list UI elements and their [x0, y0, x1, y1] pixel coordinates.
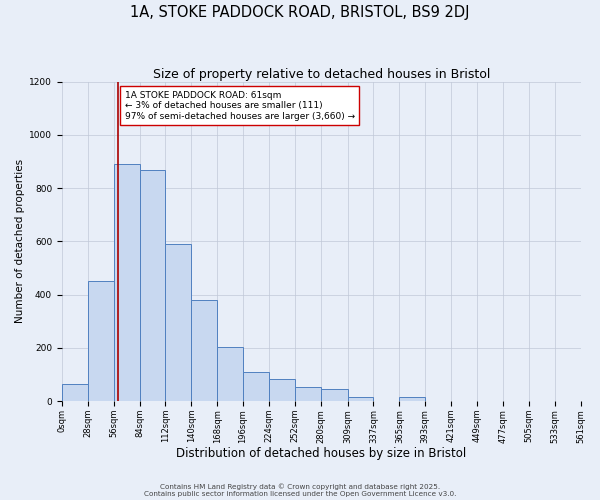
Y-axis label: Number of detached properties: Number of detached properties	[15, 160, 25, 324]
Text: Contains public sector information licensed under the Open Government Licence v3: Contains public sector information licen…	[144, 491, 456, 497]
Bar	[347, 397, 373, 401]
Bar	[217, 346, 243, 401]
Bar	[243, 372, 269, 401]
Text: 1A, STOKE PADDOCK ROAD, BRISTOL, BS9 2DJ: 1A, STOKE PADDOCK ROAD, BRISTOL, BS9 2DJ	[130, 5, 470, 20]
Bar	[321, 389, 347, 401]
Title: Size of property relative to detached houses in Bristol: Size of property relative to detached ho…	[152, 68, 490, 80]
Bar	[113, 164, 140, 401]
Text: 1A STOKE PADDOCK ROAD: 61sqm
← 3% of detached houses are smaller (111)
97% of se: 1A STOKE PADDOCK ROAD: 61sqm ← 3% of det…	[125, 91, 355, 121]
Bar	[62, 384, 88, 401]
Bar	[166, 244, 191, 401]
Bar	[400, 397, 425, 401]
Bar	[295, 386, 321, 401]
Bar	[191, 300, 217, 401]
X-axis label: Distribution of detached houses by size in Bristol: Distribution of detached houses by size …	[176, 447, 466, 460]
Bar	[88, 282, 113, 401]
Bar	[269, 378, 295, 401]
Text: Contains HM Land Registry data © Crown copyright and database right 2025.: Contains HM Land Registry data © Crown c…	[160, 484, 440, 490]
Bar	[140, 170, 166, 401]
